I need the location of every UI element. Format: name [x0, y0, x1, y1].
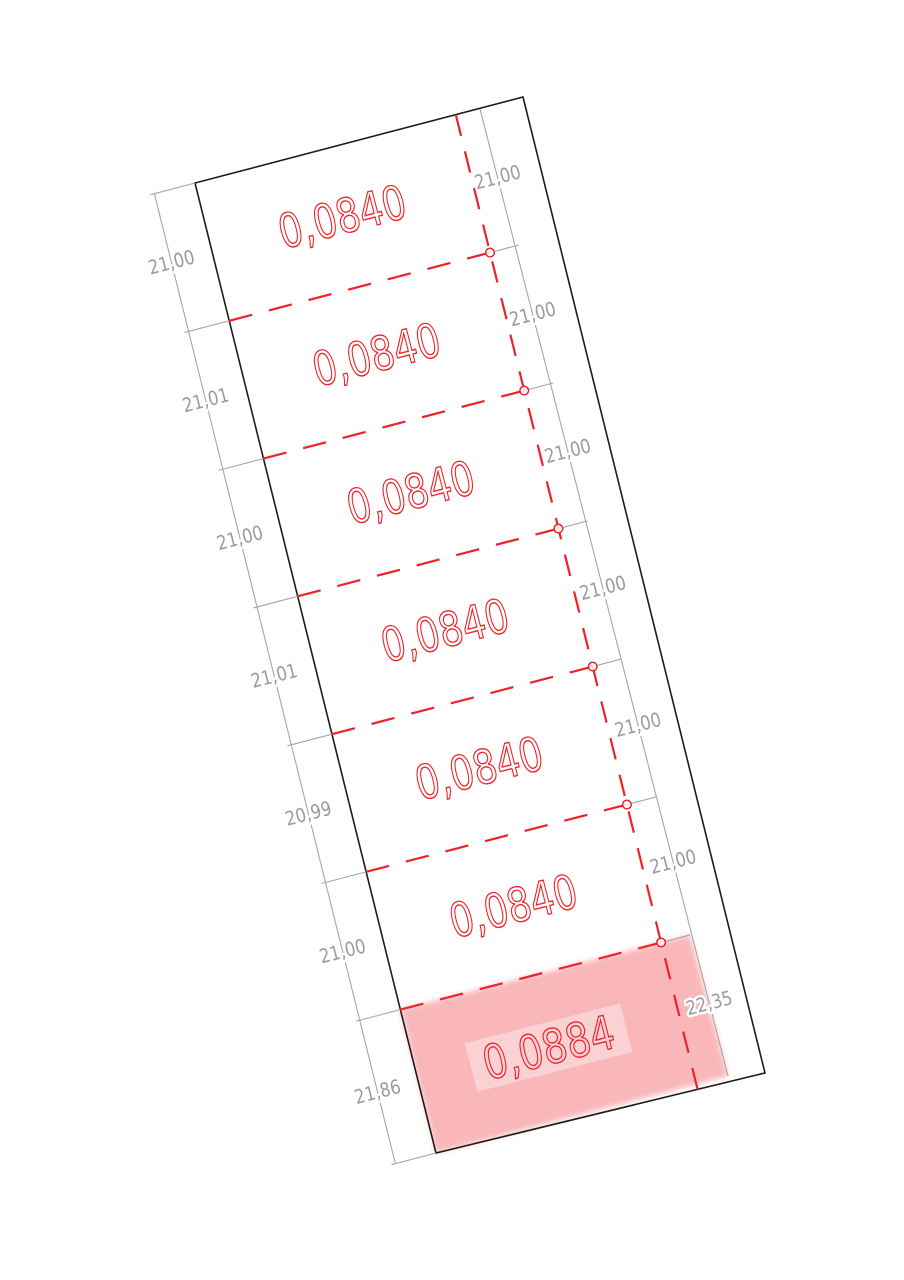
parcel-division-line: [365, 803, 628, 873]
parcel-division-line: [228, 251, 491, 322]
dimension-label-left: 21,01: [249, 659, 300, 693]
left-extension-tick: [321, 871, 367, 885]
dimension-label-left: 21,00: [146, 246, 197, 280]
left-extension-tick: [184, 320, 230, 333]
dimension-label-left: 21,00: [317, 934, 368, 968]
parcel-division-line: [297, 527, 559, 598]
dimension-label-right: 21,00: [577, 571, 628, 605]
dimension-label-right: 21,00: [507, 297, 558, 331]
parcel-division-line: [331, 665, 593, 736]
left-extension-tick: [287, 733, 333, 747]
dimension-label-right: 21,00: [647, 845, 698, 879]
dimension-label-right: 21,00: [542, 434, 593, 468]
parcel-area-label: 0,0840: [307, 313, 447, 399]
left-extension-tick: [150, 182, 196, 196]
division-node-circle: [621, 799, 632, 810]
parcel-division-line: [263, 389, 525, 460]
left-extension-tick: [391, 1152, 437, 1166]
left-dimension-line: [153, 193, 396, 1164]
dimension-label-left: 21,86: [352, 1075, 403, 1109]
division-node-circle: [587, 661, 598, 672]
plot-boundary: [194, 96, 766, 1154]
left-extension-tick: [253, 595, 298, 609]
division-node-circle: [484, 247, 496, 258]
left-extension-tick: [355, 1009, 401, 1022]
dimension-label-right: 21,00: [472, 160, 523, 194]
right-dimension-line: [479, 108, 729, 1077]
division-node-circle: [656, 937, 667, 948]
parcel-division-line: [400, 941, 662, 1011]
dimension-label-right: 21,00: [612, 708, 663, 742]
parcel-area-label: 0,0840: [444, 864, 584, 950]
division-node-circle: [553, 523, 564, 534]
area-label-backing: [464, 1003, 633, 1092]
division-node-circle: [519, 385, 530, 396]
dimension-label-left: 21,00: [214, 521, 265, 555]
parcel-area-label: 0,0840: [273, 175, 413, 261]
parcel-area-label: 0,0840: [410, 726, 550, 812]
dimension-label-left: 20,99: [283, 797, 334, 831]
dimension-label-left: 21,01: [180, 383, 231, 417]
parcel-area-label: 0,0840: [375, 589, 515, 675]
parcel-area-label: 0,0840: [341, 451, 481, 537]
left-extension-tick: [218, 458, 264, 471]
